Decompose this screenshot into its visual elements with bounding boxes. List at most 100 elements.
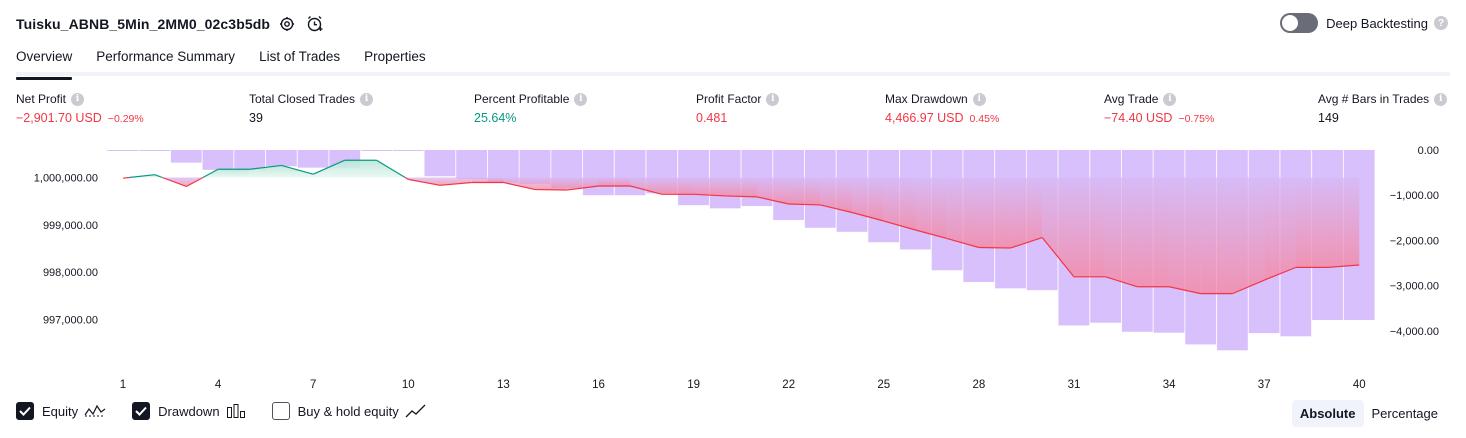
info-icon[interactable]: i — [1434, 92, 1448, 106]
equity-line-segment — [883, 220, 916, 231]
info-icon[interactable]: i — [71, 92, 85, 106]
equity-area-down — [947, 177, 979, 248]
metric-label: Profit Factor — [696, 92, 762, 106]
metric-label: Net Profit — [16, 92, 67, 106]
metric-label: Total Closed Trades — [249, 92, 356, 106]
equity-line-segment — [1041, 237, 1075, 278]
equity-area-down — [1074, 177, 1106, 277]
equity-line-segment — [281, 164, 314, 175]
drawdown-checkbox[interactable] — [132, 402, 151, 420]
equity-area-down — [503, 177, 536, 190]
absolute-button[interactable]: Absolute — [1291, 400, 1364, 427]
drawdown-bar — [360, 150, 392, 151]
equity-area-down — [1327, 177, 1360, 268]
add-alert-clock-icon[interactable] — [304, 13, 326, 35]
right-axis-tick: −3,000.00 — [1390, 281, 1439, 293]
drawdown-bar — [170, 150, 202, 163]
report-tabs: Overview Performance Summary List of Tra… — [16, 46, 1450, 80]
drawdown-bar — [487, 150, 519, 183]
left-axis-tick: 1,000,000.00 — [34, 173, 98, 185]
metric-profit-factor: Profit Factor i 0.481 — [696, 92, 780, 125]
metric-percent: 0.45% — [969, 113, 1000, 125]
equity-line-segment — [1105, 276, 1138, 288]
metric-total-closed-trades: Total Closed Trades i 39 — [249, 92, 374, 125]
legend-drawdown[interactable]: Drawdown — [132, 402, 245, 420]
tab-properties[interactable]: Properties — [364, 49, 426, 64]
equity-line-segment — [154, 174, 163, 179]
percentage-button[interactable]: Percentage — [1371, 406, 1439, 421]
equity-area-down — [820, 177, 853, 213]
equity-area-down — [1200, 177, 1233, 294]
metric-percent-profitable: Percent Profitable i 25.64% — [474, 92, 588, 125]
equity-line-segment — [851, 211, 884, 222]
equity-line-segment — [1263, 266, 1297, 281]
equity-drawdown-chart[interactable]: 1,000,000.00 999,000.00 998,000.00 997,000.… — [0, 140, 1466, 392]
equity-checkbox[interactable] — [16, 402, 34, 420]
equity-area-down — [535, 177, 567, 191]
scale-toggle: Absolute Percentage — [1291, 400, 1446, 427]
deep-backtesting-label: Deep Backtesting — [1326, 15, 1428, 31]
equity-area-down — [1264, 177, 1296, 281]
right-axis-tick: −1,000.00 — [1390, 190, 1439, 202]
drawdown-bars-icon — [226, 403, 246, 419]
equity-line-segment — [312, 159, 346, 175]
right-axis: 0.00 −1,000.00 −2,000.00 −3,000.00 −4,000.00 — [1390, 145, 1439, 338]
x-axis-tick: 19 — [687, 379, 700, 391]
metric-value: 39 — [249, 111, 263, 125]
equity-line-segment — [1010, 237, 1043, 249]
equity-area-down — [757, 177, 789, 204]
equity-line-segment — [408, 178, 441, 186]
equity-area-up — [218, 169, 250, 178]
equity-area-down — [725, 177, 757, 197]
help-question-icon[interactable]: ? — [1434, 16, 1448, 30]
x-axis-tick: 13 — [497, 379, 510, 391]
metric-value: 25.64% — [474, 111, 517, 125]
info-icon[interactable]: i — [972, 92, 986, 106]
left-axis: 1,000,000.00 999,000.00 998,000.00 997,000.… — [34, 173, 98, 327]
legend-equity[interactable]: Equity — [16, 402, 106, 420]
legend-label: Buy & hold equity — [297, 403, 399, 419]
info-icon[interactable]: i — [360, 92, 374, 106]
deep-backtesting-control: Deep Backtesting ? — [1280, 13, 1448, 33]
metric-label: Percent Profitable — [474, 92, 570, 106]
metric-max-drawdown: Max Drawdown i 4,466.97 USD 0.45% — [885, 92, 999, 125]
equity-area-down — [661, 177, 694, 195]
equity-line-segment — [129, 174, 155, 179]
metric-value: −2,901.70 USD — [16, 111, 102, 125]
metric-percent: −0.75% — [1178, 113, 1215, 125]
equity-line-segment — [1232, 279, 1265, 295]
legend-buy-hold[interactable]: Buy & hold equity — [271, 402, 427, 420]
equity-area-down — [1010, 177, 1043, 248]
equity-area-down — [598, 177, 631, 187]
tab-list-of-trades[interactable]: List of Trades — [259, 49, 341, 64]
metric-value: 149 — [1318, 111, 1339, 125]
info-icon[interactable]: i — [766, 92, 780, 106]
x-axis: 1 4 7 10 13 16 19 22 25 28 31 34 37 40 — [120, 379, 1366, 391]
equity-line — [122, 159, 1360, 295]
equity-area-down — [915, 177, 948, 239]
equity-area-down — [788, 177, 821, 205]
equity-area-up — [313, 160, 345, 178]
toggle-knob — [1282, 15, 1299, 31]
info-icon[interactable]: i — [1163, 92, 1177, 106]
equity-area — [123, 160, 1360, 294]
settings-gear-icon[interactable] — [276, 13, 298, 35]
drawdown-bar — [297, 150, 329, 168]
equity-area-down — [471, 177, 504, 183]
metric-value: −74.40 USD — [1104, 111, 1173, 125]
buy-hold-checkbox[interactable] — [271, 402, 290, 420]
tab-overview[interactable]: Overview — [16, 46, 73, 80]
equity-line-segment — [162, 176, 187, 188]
strategy-header: Tuisku_ABNB_5Min_2MM0_02c3b5db — [16, 12, 326, 36]
left-axis-tick: 998,000.00 — [43, 267, 98, 279]
drawdown-bar — [138, 150, 171, 151]
buy-hold-line-icon — [405, 403, 427, 419]
equity-area-down — [1137, 177, 1170, 287]
equity-line-icon — [84, 403, 106, 419]
deep-backtesting-toggle[interactable] — [1280, 13, 1319, 33]
equity-line-segment — [1168, 286, 1201, 295]
info-icon[interactable]: i — [574, 92, 588, 106]
tab-performance-summary[interactable]: Performance Summary — [96, 49, 236, 64]
equity-area-down — [883, 177, 916, 231]
equity-area-up — [344, 160, 377, 178]
